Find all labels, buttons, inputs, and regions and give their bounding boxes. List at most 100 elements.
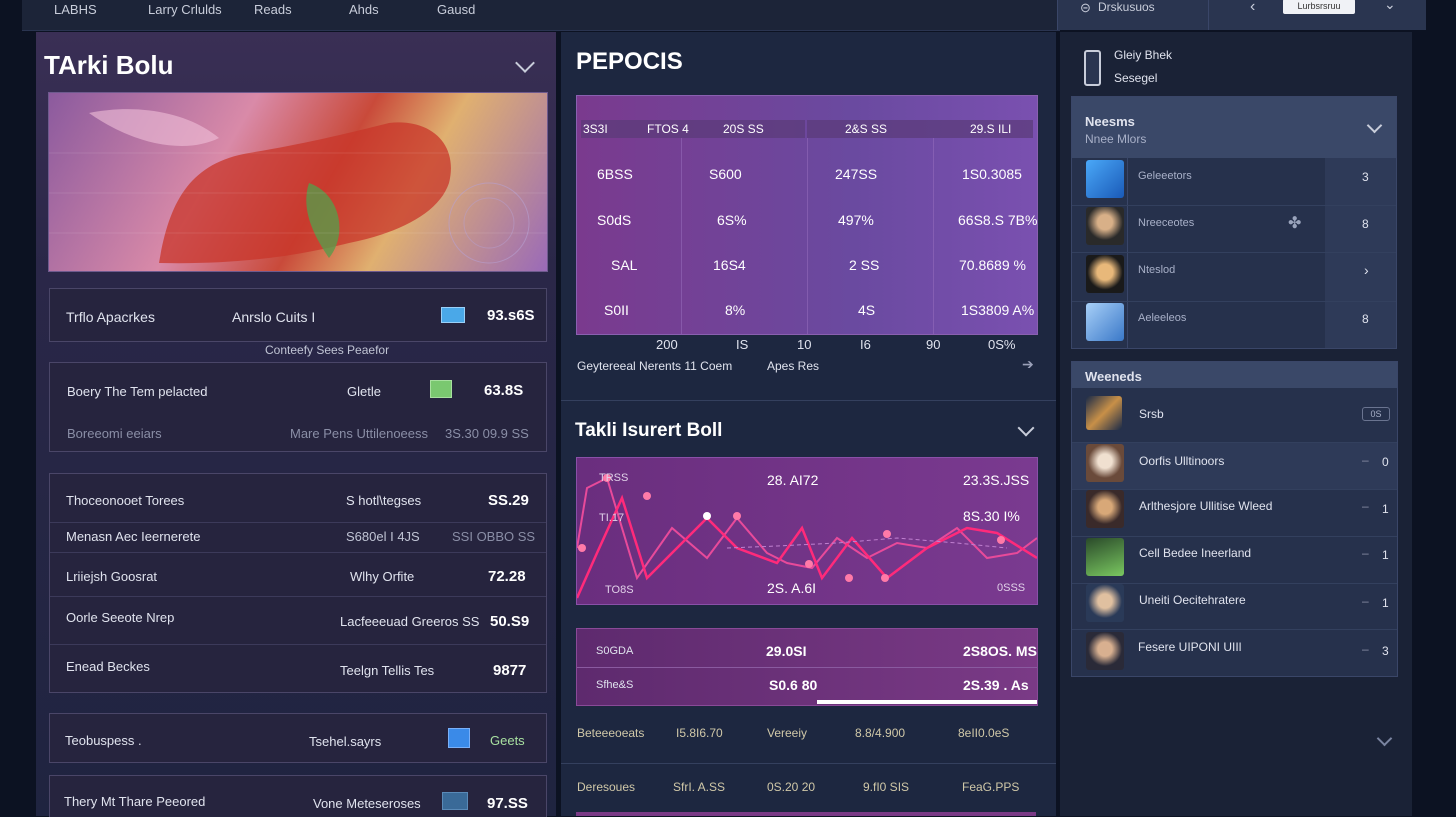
item-badge[interactable]: 0S — [1362, 407, 1390, 421]
chart-point — [643, 492, 651, 500]
nav-tab-5[interactable]: Gausd — [437, 2, 476, 17]
clover-icon: ✤ — [1288, 215, 1302, 232]
item-avatar — [1086, 303, 1124, 341]
table-header-cell: FTOS 4 — [647, 122, 689, 136]
device-title: Gleiy Bhek — [1114, 48, 1173, 62]
detail-label: Boery The Tem pelacted — [67, 384, 208, 399]
footer-cell: SfrI. A.SS — [673, 780, 726, 794]
detail-value: 63.8S — [484, 382, 524, 399]
list-item-middle: Lacfeeeuad Greeros SS — [340, 614, 480, 629]
chart-label: TI.17 — [599, 512, 625, 524]
chart-point — [805, 560, 813, 568]
table2-cell: 2S8OS. MS — [963, 643, 1037, 659]
axis-tick: IS — [736, 337, 749, 352]
detail-sub-label: Boreeomi eeiars — [67, 426, 162, 441]
item-label: Fesere UIPONI UIIl — [1138, 640, 1242, 654]
panel-subtitle: Nnee Mlors — [1085, 132, 1147, 146]
table2-cell: 2S.39 . As — [963, 677, 1029, 693]
row-divider — [1072, 205, 1396, 206]
item-avatar — [1086, 396, 1122, 430]
table-cell: S600 — [709, 166, 742, 182]
value-column-bg — [1325, 158, 1396, 348]
item-label: Oorfis Ulltinoors — [1139, 454, 1225, 468]
top-nav-bar: LABHS Larry Crlulds Reads Ahds Gausd — [22, 0, 1060, 31]
toolbar-button[interactable]: Lurbsrsruu — [1283, 0, 1355, 14]
search-icon[interactable]: ⊝ — [1080, 0, 1091, 15]
item-label: Uneiti Oecitehratere — [1139, 593, 1246, 607]
nav-tab-3[interactable]: Reads — [254, 2, 292, 17]
row-divider — [1072, 442, 1397, 443]
detail-sub-value: 3S.30 09.9 SS — [445, 426, 529, 441]
table-cell: S0dS — [597, 212, 632, 228]
footer-value: 97.SS — [487, 795, 528, 812]
arrow-right-icon[interactable]: ➔ — [1022, 356, 1034, 372]
item-label: Aeleeleos — [1138, 312, 1187, 324]
line-chart-svg — [575, 474, 1038, 599]
item-label: Nreeceotes — [1138, 217, 1195, 229]
row-highlight — [1072, 442, 1397, 489]
footer-cell: Beteeeoeats — [577, 726, 645, 740]
table2-cell: Sfhe&S — [596, 679, 634, 691]
row-divider — [1072, 583, 1397, 584]
footer-cell: Deresoues — [577, 780, 636, 794]
row-divider — [50, 644, 546, 645]
item-avatar — [1086, 538, 1124, 576]
more-icon[interactable]: ⌄ — [1384, 0, 1396, 12]
item-value: 3 — [1362, 170, 1369, 184]
panel-title: Neesms — [1085, 114, 1135, 129]
action-card[interactable]: Teobuspess . Tsehel.sayrs Geets — [49, 713, 547, 763]
metrics-list-card: Thoceonooet Torees S hotl\tegses SS.29 M… — [49, 473, 547, 693]
item-avatar — [1086, 207, 1124, 245]
action-label: Teobuspess . — [65, 733, 142, 748]
item-dash: – — [1362, 546, 1369, 560]
chart-label: 28. AI72 — [767, 472, 819, 488]
nav-tab-2[interactable]: Larry Crlulds — [148, 2, 222, 17]
table-cell: SAL — [611, 257, 638, 273]
table2-cell: S0.6 80 — [769, 677, 818, 693]
chart-series-line — [575, 494, 1038, 599]
row-divider — [1072, 629, 1397, 630]
item-dash: – — [1362, 453, 1369, 467]
table-header-cell: 3S3I — [583, 122, 608, 136]
summary-card[interactable]: Trflo Apacrkes Anrslo Cuits I 93.s6S — [49, 288, 547, 342]
nav-tab-1[interactable]: LABHS — [54, 2, 97, 17]
nav-tab-4[interactable]: Ahds — [349, 2, 379, 17]
panel-header-bg — [1072, 97, 1396, 158]
summary-footnote: Conteefy Sees Peaefor — [265, 343, 390, 357]
detail-card[interactable]: Boery The Tem pelacted Gletle 63.8S Bore… — [49, 362, 547, 452]
item-dash: – — [1362, 642, 1369, 656]
item-label: Cell Bedee Ineerland — [1139, 546, 1252, 560]
panel-header-bg — [1072, 362, 1397, 388]
list-item-value: 9877 — [493, 662, 527, 679]
summary-label: Trflo Apacrkes — [66, 309, 155, 325]
footer-cell: I5.8I6.70 — [676, 726, 723, 740]
item-label: Srsb — [1139, 407, 1164, 421]
table-caption-link[interactable]: Apes Res — [767, 359, 820, 373]
chart-label: 2S. A.6I — [767, 580, 817, 596]
chart-label: TO8S — [605, 584, 634, 596]
item-dash: – — [1362, 594, 1369, 608]
item-value: 8 — [1362, 312, 1369, 326]
chart-label: 0SSS — [997, 582, 1026, 594]
item-label: Arlthesjore Ullitise Wleed — [1139, 499, 1273, 513]
summary-value: 93.s6S — [487, 307, 535, 324]
row-divider — [50, 522, 546, 523]
item-value: 1 — [1382, 596, 1389, 610]
item-label: Nteslod — [1138, 264, 1176, 276]
data-table: 3S3I FTOS 4 20S SS 2&S SS 29.S ILI 6BSS … — [576, 95, 1038, 335]
table-cell: 2 SS — [849, 257, 880, 273]
list-item-label: Menasn Aec Ieernerete — [66, 529, 201, 544]
item-avatar — [1086, 160, 1124, 198]
back-chevron-icon[interactable]: ‹ — [1250, 0, 1256, 15]
item-value: 3 — [1382, 644, 1389, 658]
chart-label: TRSS — [599, 472, 629, 484]
chart-label: 8S.30 I% — [963, 508, 1020, 524]
search-label[interactable]: Drskusuos — [1098, 0, 1155, 14]
row-divider — [50, 596, 546, 597]
table-header-cell: 20S SS — [723, 122, 764, 136]
table-header-cell: 29.S ILI — [970, 122, 1012, 136]
chart-series-line — [726, 537, 1008, 549]
list-item-middle: Teelgn Tellis Tes — [340, 663, 435, 678]
footer-card[interactable]: Thery Mt Thare Peeored Vone Meteseroses … — [49, 775, 547, 817]
list-item-middle: S hotl\tegses — [346, 493, 422, 508]
